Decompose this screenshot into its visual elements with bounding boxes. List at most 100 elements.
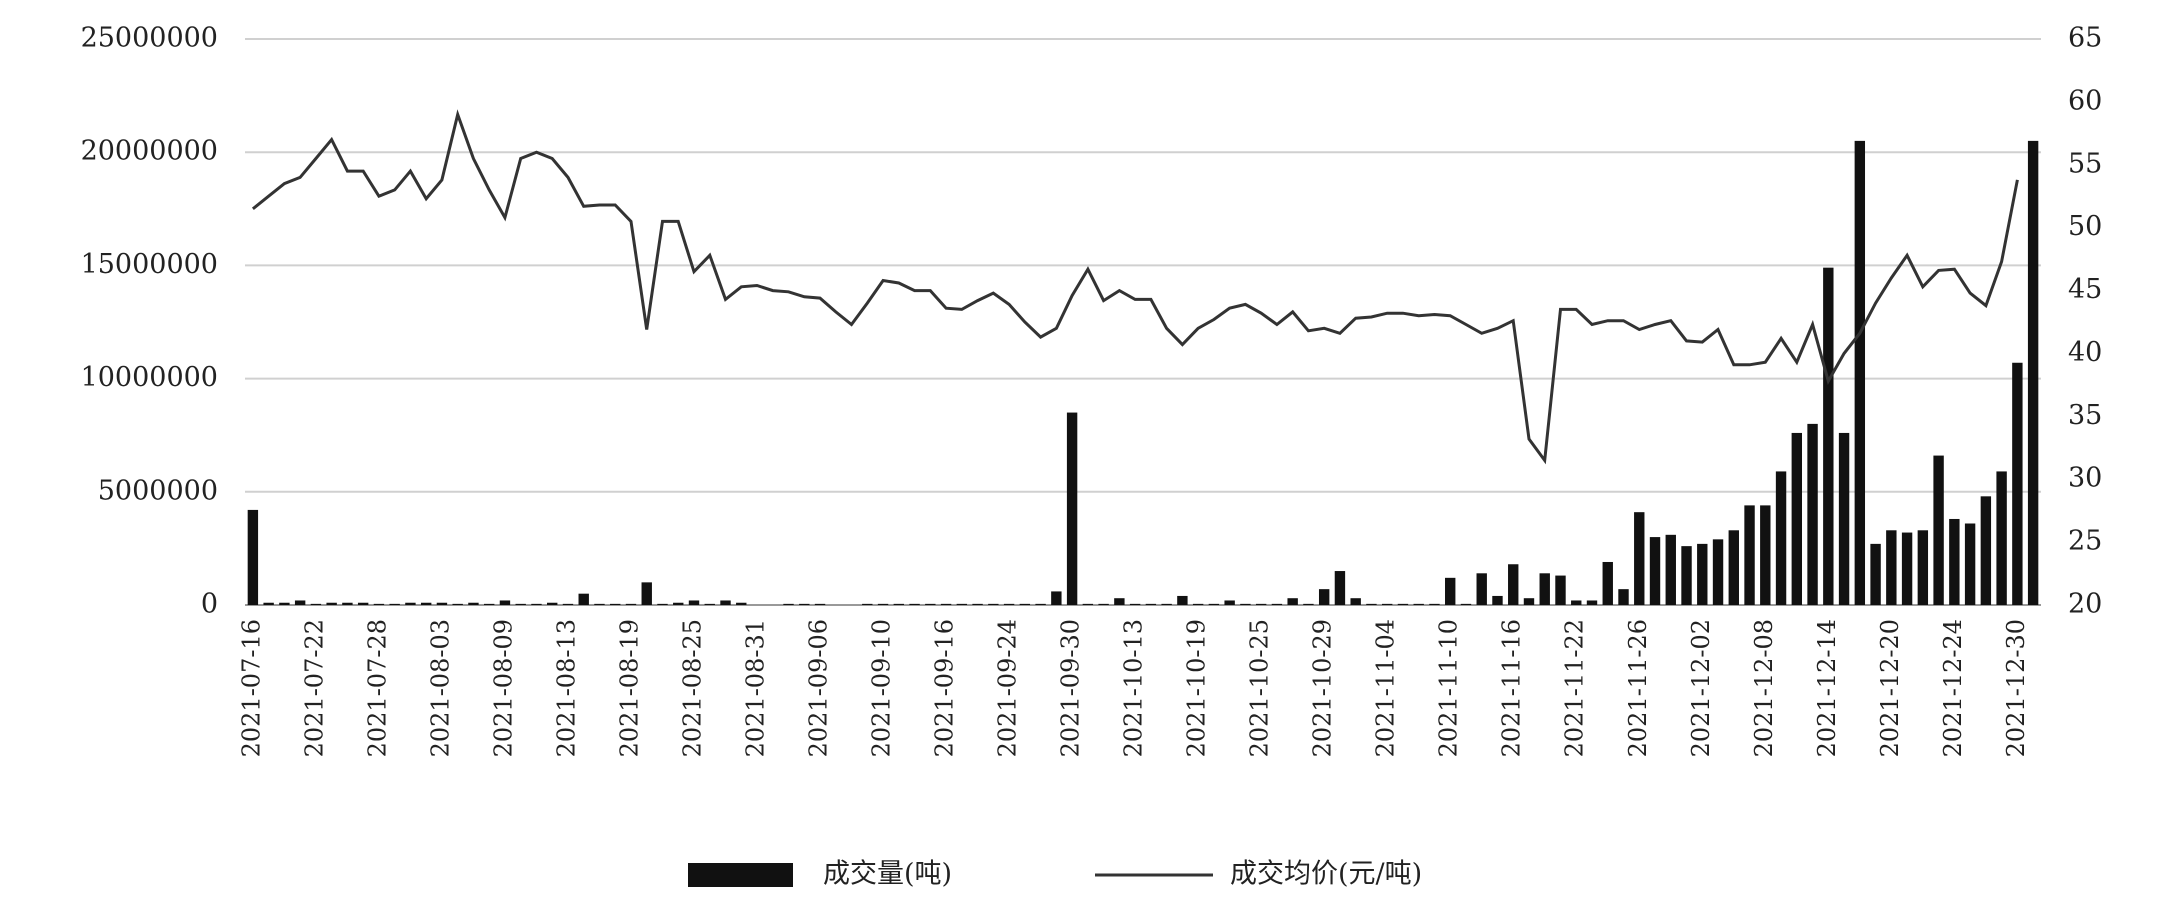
bar	[1429, 603, 1440, 605]
bar	[1397, 603, 1409, 605]
bar	[1917, 530, 1929, 605]
bar	[515, 603, 526, 605]
bar	[1712, 539, 1724, 605]
bar	[1791, 432, 1803, 605]
bar	[1649, 537, 1661, 605]
bar	[263, 602, 274, 605]
x-tick-label: 2021-12-24	[1939, 619, 1967, 757]
x-tick-label: 2021-08-19	[615, 619, 643, 757]
y-tick-label: 5000000	[98, 475, 218, 506]
y2-tick-label: 30	[2068, 463, 2102, 494]
bar	[310, 603, 322, 605]
bar	[1681, 546, 1692, 605]
bar	[1996, 471, 2007, 605]
bar	[420, 602, 432, 605]
bar	[1665, 534, 1676, 605]
bar	[1823, 267, 1834, 605]
y2-tick-label: 60	[2068, 85, 2102, 116]
bar	[1980, 496, 1992, 605]
bar	[1082, 603, 1094, 605]
bar	[1586, 600, 1598, 605]
x-tick-label: 2021-07-28	[363, 619, 391, 757]
bar	[1555, 575, 1566, 605]
y2-tick-label: 45	[2068, 274, 2102, 305]
bar	[704, 603, 715, 605]
bar	[547, 602, 558, 605]
bar	[1760, 505, 1771, 605]
bar	[1838, 432, 1850, 605]
bar	[357, 602, 369, 605]
x-tick-label: 2021-12-02	[1687, 619, 1715, 757]
bar	[1208, 603, 1220, 605]
bar	[1571, 600, 1582, 605]
bar	[1744, 505, 1755, 605]
x-tick-label: 2021-10-13	[1120, 619, 1148, 757]
x-tick-label: 2021-10-25	[1246, 619, 1274, 757]
bar	[342, 602, 353, 605]
bar	[405, 602, 416, 605]
bar	[657, 603, 668, 605]
bar	[1460, 603, 1472, 605]
bar	[972, 603, 983, 605]
x-tick-label: 2021-11-10	[1435, 619, 1463, 757]
x-tick-label: 2021-08-09	[489, 619, 517, 757]
y2-tick-label: 50	[2068, 211, 2102, 242]
bar	[1129, 603, 1141, 605]
x-tick-label: 2021-12-08	[1750, 619, 1778, 757]
bar	[1886, 530, 1897, 605]
bar	[1051, 591, 1062, 605]
y2-tick-label: 40	[2068, 337, 2102, 368]
bar	[2012, 362, 2023, 605]
y-tick-label: 20000000	[81, 136, 218, 167]
x-tick-label: 2021-12-20	[1876, 619, 1904, 757]
bar	[988, 603, 999, 605]
bar	[1523, 598, 1535, 605]
bar	[783, 603, 794, 605]
bar	[1413, 603, 1424, 605]
y-tick-label: 0	[201, 589, 218, 620]
bar	[625, 603, 637, 605]
bar	[1933, 455, 1944, 605]
bar	[925, 603, 936, 605]
x-tick-label: 2021-11-26	[1624, 619, 1652, 757]
bar	[1287, 598, 1298, 605]
bar	[452, 603, 463, 605]
x-tick-label: 2021-11-22	[1561, 619, 1589, 757]
bar	[956, 603, 968, 605]
bar	[1066, 412, 1078, 605]
bar	[1255, 603, 1267, 605]
bar	[641, 582, 652, 605]
bar	[877, 603, 889, 605]
x-tick-label: 2021-10-29	[1309, 619, 1337, 757]
bar	[531, 603, 542, 605]
bar	[940, 603, 952, 605]
bar	[1035, 603, 1046, 605]
bar	[1618, 589, 1629, 605]
bar	[1114, 598, 1125, 605]
y-tick-label: 25000000	[81, 23, 218, 54]
x-tick-label: 2021-09-06	[805, 619, 833, 757]
bar	[499, 600, 511, 605]
y2-tick-label: 55	[2068, 148, 2102, 179]
bar	[1098, 603, 1109, 605]
x-tick-label: 2021-08-03	[426, 619, 454, 757]
x-tick-label: 2021-11-04	[1372, 619, 1400, 757]
bar	[688, 600, 700, 605]
bar	[814, 603, 826, 605]
x-tick-label: 2021-11-16	[1498, 619, 1526, 757]
bar	[1697, 543, 1708, 605]
bar	[594, 603, 605, 605]
bar	[1854, 140, 1866, 605]
x-tick-label: 2021-07-22	[300, 619, 328, 757]
bar	[1381, 603, 1393, 605]
line	[251, 109, 2019, 465]
bar	[436, 602, 448, 605]
bar	[1271, 603, 1283, 605]
bar	[736, 602, 747, 605]
bar	[562, 603, 574, 605]
bar	[1492, 595, 1503, 605]
bar	[1901, 532, 1913, 605]
bar	[1350, 598, 1361, 605]
x-tick-label: 2021-09-24	[994, 619, 1022, 757]
